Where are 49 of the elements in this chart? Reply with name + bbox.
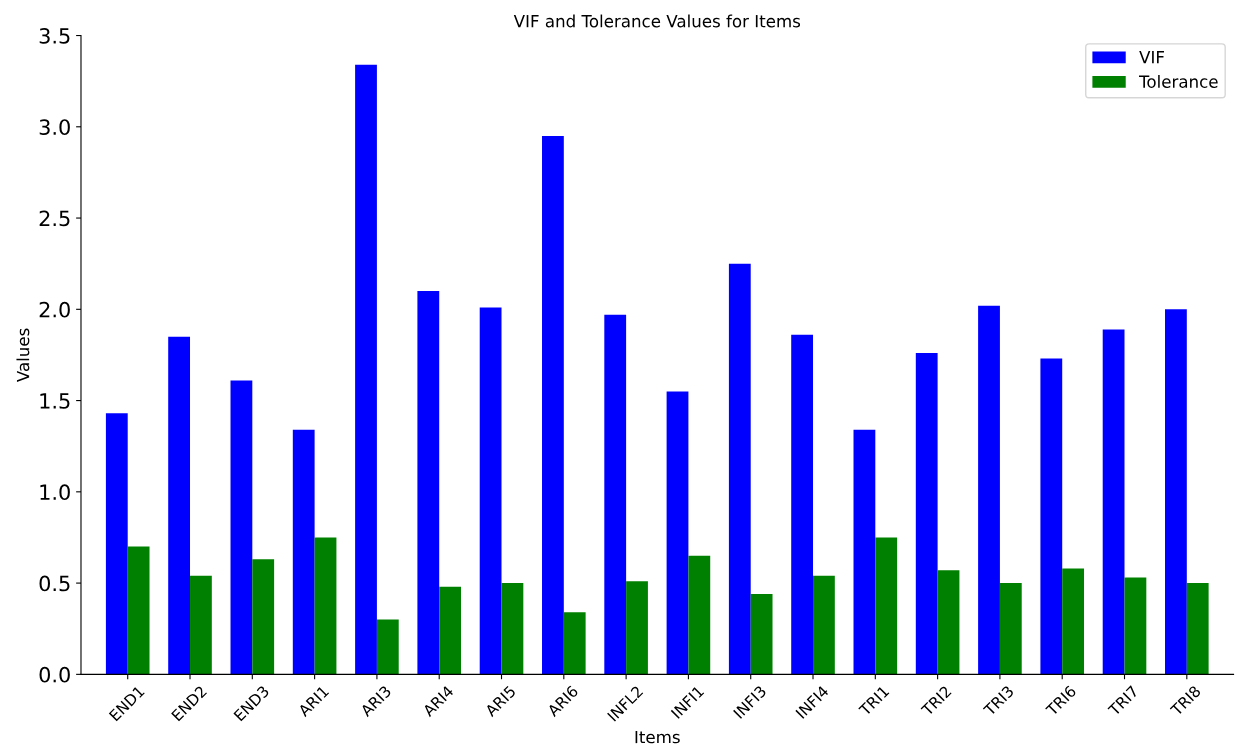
bar	[626, 581, 648, 675]
bar	[791, 334, 814, 675]
bar	[292, 429, 315, 675]
y-axis-title: Values	[16, 328, 30, 383]
bar	[563, 612, 586, 675]
bar	[937, 570, 960, 675]
bar	[1124, 577, 1147, 675]
bar	[813, 575, 835, 675]
bar	[479, 307, 502, 675]
y-tick-label: 2.0	[39, 301, 70, 318]
bar	[501, 583, 524, 675]
y-tick-label: 1.0	[40, 484, 70, 501]
bar	[1062, 568, 1085, 675]
bar	[1102, 329, 1125, 675]
bar	[1165, 309, 1187, 675]
bar	[355, 64, 377, 675]
bar	[127, 546, 150, 675]
y-tick-label: 2.5	[39, 210, 70, 227]
bar	[728, 263, 751, 675]
bar	[105, 413, 128, 675]
bar	[853, 429, 876, 675]
bar	[875, 537, 898, 675]
bar	[666, 391, 689, 675]
x-axis-title: Items	[635, 730, 680, 744]
bar	[688, 555, 711, 675]
bar	[1186, 583, 1209, 675]
bar	[417, 291, 440, 675]
legend-label: VIF	[1139, 51, 1164, 64]
legend-label: Tolerance	[1139, 75, 1218, 88]
y-tick-label: 0.0	[39, 666, 70, 683]
y-tick-label: 3.5	[39, 27, 70, 44]
bar	[915, 353, 938, 675]
bar	[190, 575, 212, 675]
bar	[604, 314, 627, 675]
bar	[376, 619, 399, 675]
bar	[439, 586, 462, 675]
chart-title: VIF and Tolerance Values for Items	[513, 14, 801, 28]
bar	[1040, 358, 1063, 675]
bar	[230, 380, 253, 675]
bar	[168, 336, 191, 675]
bar	[314, 537, 337, 675]
y-tick-label: 3.0	[39, 119, 70, 135]
y-tick-label: 0.5	[39, 575, 70, 592]
bar	[252, 559, 275, 675]
bar	[750, 594, 773, 675]
bar	[999, 583, 1022, 675]
bar	[542, 135, 564, 675]
bar	[978, 305, 1000, 675]
y-tick-label: 1.5	[40, 393, 70, 409]
